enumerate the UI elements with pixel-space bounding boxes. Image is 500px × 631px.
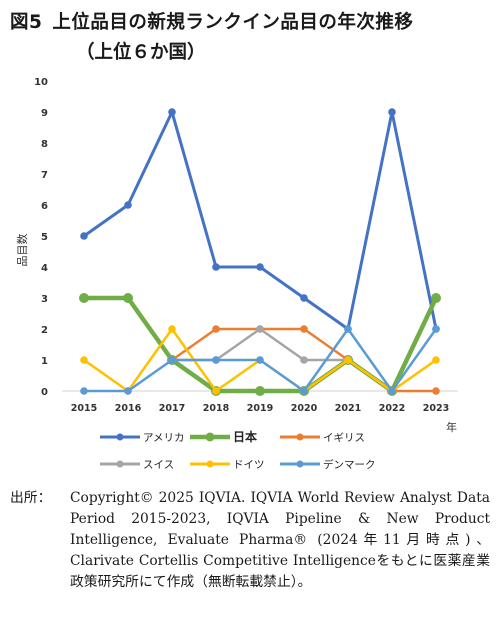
data-point (256, 263, 264, 271)
y-tick-label: 10 (34, 77, 48, 88)
data-point (124, 387, 132, 395)
data-point (432, 356, 440, 364)
data-point (212, 325, 220, 333)
y-tick-label: 0 (41, 387, 48, 398)
data-point (300, 387, 308, 395)
legend-label: 日本 (233, 429, 257, 444)
figure-label: 図5 (10, 12, 43, 33)
data-point (80, 232, 88, 240)
data-point (168, 108, 176, 116)
data-point (168, 356, 176, 364)
data-point (388, 387, 396, 395)
y-tick-label: 7 (41, 170, 48, 181)
x-tick-label: 2020 (291, 403, 318, 414)
x-tick-label: 2015 (71, 403, 97, 414)
y-tick-label: 5 (41, 232, 48, 243)
x-tick-label: 2016 (115, 403, 142, 414)
data-point (300, 294, 308, 302)
series-line (83, 110, 438, 331)
legend-label: デンマーク (323, 458, 376, 471)
x-tick-label: 2021 (335, 403, 361, 414)
data-point (80, 387, 88, 395)
legend-marker (116, 433, 124, 441)
legend-label: ドイツ (233, 459, 265, 471)
data-point (212, 263, 220, 271)
line-chart: 0 1 2 3 4 5 6 7 8 9 10 品目数 2015 2016 2017 2018 2019 2020 2… (16, 77, 458, 471)
data-point (344, 356, 352, 364)
data-point (388, 108, 396, 116)
y-tick-label: 2 (41, 325, 48, 336)
x-tick-label: 2018 (203, 403, 230, 414)
x-tick-label: 2017 (159, 403, 185, 414)
x-tick-label: 2023 (423, 403, 449, 414)
source-text: Copyright© 2025 IQVIA. IQVIA World Revie… (70, 490, 490, 590)
data-point (168, 325, 176, 333)
x-axis-label: 年 (446, 420, 457, 434)
legend-label: スイス (143, 459, 174, 471)
data-point (255, 386, 265, 396)
data-point (256, 325, 264, 333)
data-point (256, 356, 264, 364)
data-point (300, 325, 308, 333)
y-tick-label: 9 (41, 108, 48, 119)
data-point (212, 387, 220, 395)
source-label: 出所： (10, 490, 52, 506)
legend-marker (296, 433, 304, 441)
y-tick-label: 4 (41, 263, 48, 274)
data-point (212, 356, 220, 364)
chart-subtitle: （上位６か国） (76, 42, 206, 63)
data-point (80, 356, 88, 364)
data-point (431, 293, 441, 303)
x-tick-label: 2019 (247, 403, 273, 414)
title-text: 上位品目の新規ランクイン品目の年次推移 (52, 12, 414, 33)
data-point (432, 325, 440, 333)
y-tick-label: 8 (41, 139, 48, 150)
legend-marker (296, 460, 304, 468)
legend-label: イギリス (323, 432, 365, 444)
x-tick-label: 2022 (379, 403, 405, 414)
legend-marker (205, 432, 215, 442)
data-point (432, 387, 440, 395)
legend-marker (116, 460, 124, 468)
y-tick-label: 1 (41, 356, 48, 367)
data-point (79, 293, 89, 303)
y-tick-label: 6 (41, 201, 48, 212)
source-note: 出所： Copyright© 2025 IQVIA. IQVIA World R… (10, 488, 490, 593)
data-point (300, 356, 308, 364)
data-point (124, 201, 132, 209)
y-axis-label: 品目数 (16, 234, 29, 267)
chart-title: 図5 上位品目の新規ランクイン品目の年次推移 (10, 8, 413, 34)
data-point (123, 293, 133, 303)
legend-label: アメリカ (143, 432, 184, 444)
y-tick-label: 3 (41, 294, 48, 305)
data-point (344, 325, 352, 333)
legend-marker (206, 460, 214, 468)
